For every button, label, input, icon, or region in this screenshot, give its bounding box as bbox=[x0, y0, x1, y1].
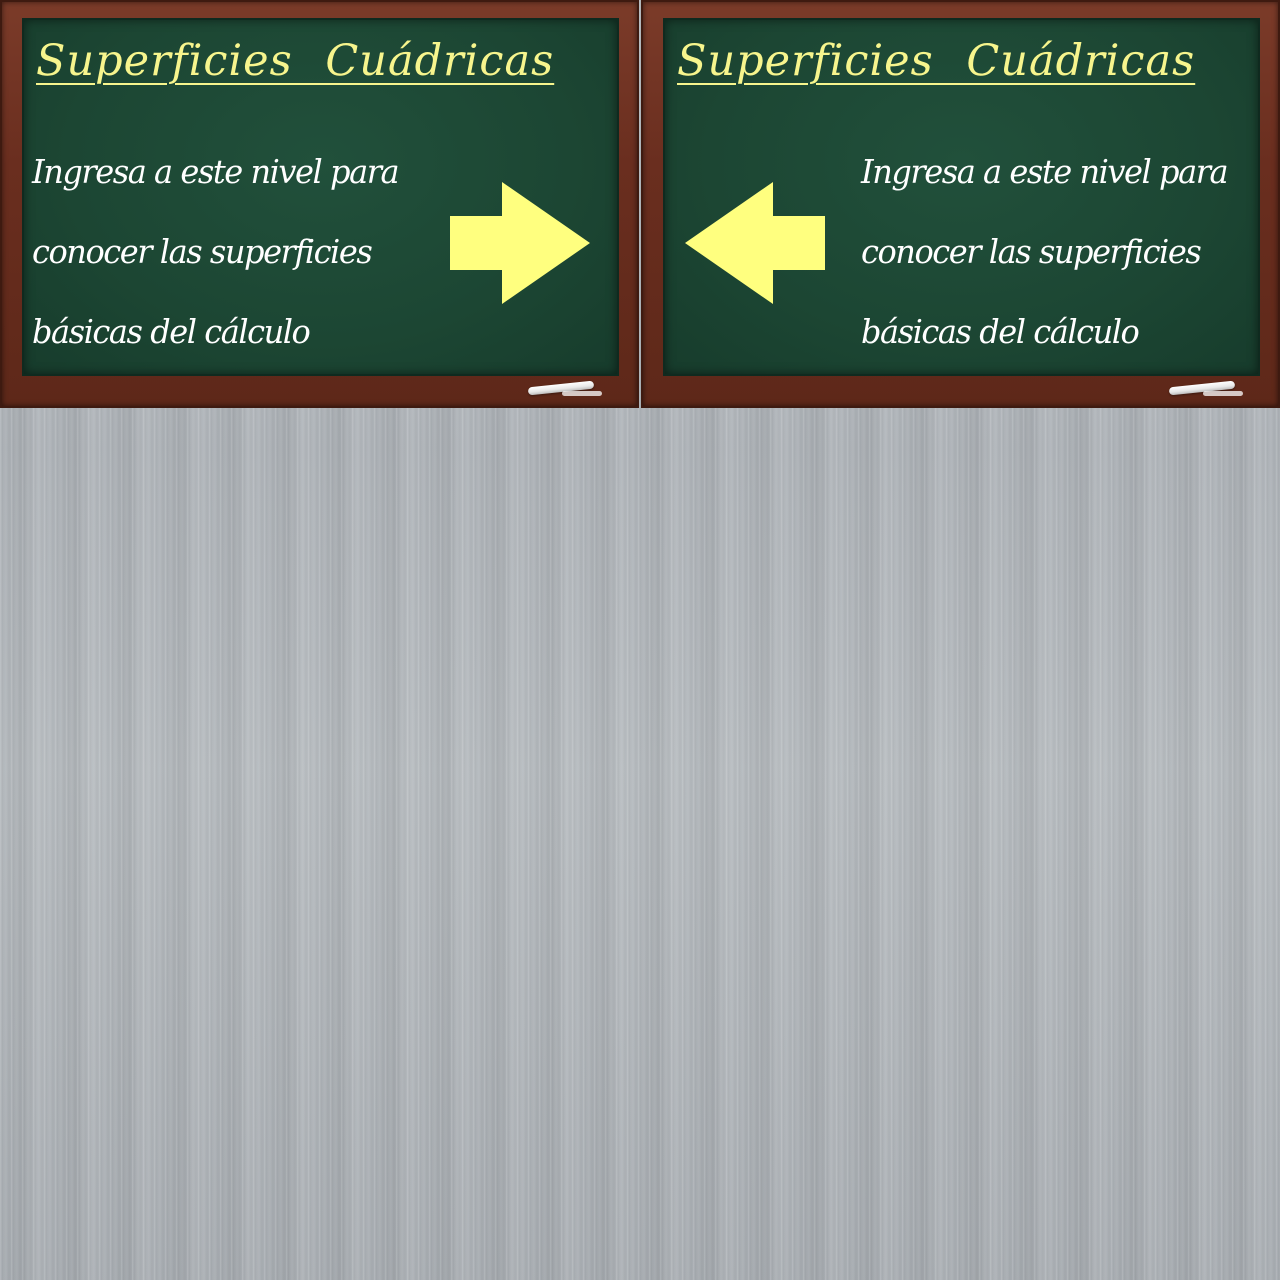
chalkboard-left[interactable]: Superficies Cuádricas Ingresa a este niv… bbox=[0, 0, 639, 408]
board-title: Superficies Cuádricas bbox=[677, 36, 1196, 86]
chalk-dust bbox=[1203, 391, 1243, 396]
board-description: Ingresa a este nivel para conocer las su… bbox=[861, 152, 1229, 351]
chalkboard-surface: Superficies Cuádricas Ingresa a este niv… bbox=[22, 18, 619, 376]
board-title: Superficies Cuádricas bbox=[36, 36, 555, 86]
metal-background-panel bbox=[0, 408, 1280, 1280]
arrow-left-icon[interactable] bbox=[685, 182, 825, 304]
chalkboard-right[interactable]: Superficies Cuádricas Ingresa a este niv… bbox=[641, 0, 1280, 408]
arrow-right-icon[interactable] bbox=[450, 182, 590, 304]
board-description: Ingresa a este nivel para conocer las su… bbox=[32, 152, 400, 351]
chalk-dust bbox=[562, 391, 602, 396]
chalkboard-surface: Superficies Cuádricas Ingresa a este niv… bbox=[663, 18, 1260, 376]
